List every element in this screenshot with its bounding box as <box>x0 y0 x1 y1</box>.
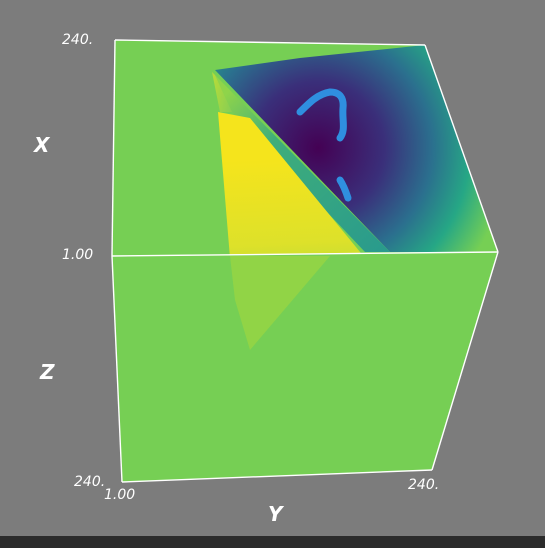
teal-band <box>215 75 390 252</box>
bounding-box-edges <box>111 39 499 483</box>
x-axis-max-tick: 240. <box>62 32 94 48</box>
x-axis-title: X <box>34 133 50 157</box>
z-axis-max-tick: 240. <box>74 474 106 490</box>
volume-front-face <box>112 252 498 482</box>
x-axis-origin-tick: 1.00 <box>62 247 94 263</box>
yellow-fade-lower <box>230 256 330 350</box>
annotation-stroke[interactable] <box>296 88 352 202</box>
y-axis-title: Y <box>268 502 283 526</box>
y-axis-origin-tick: 1.00 <box>104 487 136 503</box>
bottom-toolbar <box>0 536 545 548</box>
3d-viewport[interactable]: 240. 1.00 240. 1.00 240. X Z Y <box>0 0 545 536</box>
yellow-wedge <box>218 112 365 256</box>
purple-region <box>215 45 498 252</box>
ridge-strip <box>212 72 232 112</box>
volume-render-canvas[interactable] <box>0 0 545 536</box>
y-axis-max-tick: 240. <box>408 477 440 493</box>
z-axis-title: Z <box>40 360 55 384</box>
